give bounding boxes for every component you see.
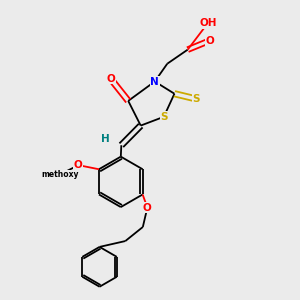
Text: H: H <box>101 134 110 144</box>
Text: O: O <box>143 202 152 213</box>
Text: O: O <box>106 74 115 84</box>
Text: N: N <box>150 76 159 86</box>
Text: O: O <box>206 36 214 46</box>
Text: methoxy: methoxy <box>41 170 79 179</box>
Text: OH: OH <box>199 18 217 28</box>
Text: O: O <box>74 160 83 170</box>
Text: S: S <box>193 94 200 104</box>
Text: S: S <box>160 112 168 122</box>
